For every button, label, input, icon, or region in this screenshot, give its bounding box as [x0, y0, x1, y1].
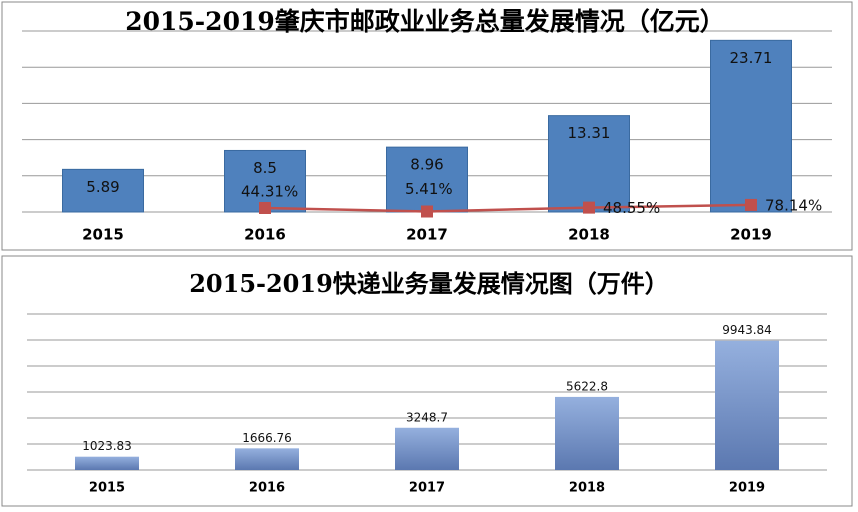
x-tick-label: 2019: [729, 481, 765, 496]
x-tick-label: 2019: [730, 226, 772, 244]
data-label: 78.14%: [765, 196, 822, 214]
data-label: 8.5: [253, 159, 277, 177]
data-label: 1023.83: [82, 439, 132, 453]
data-label: 5.41%: [405, 180, 453, 198]
bar: [224, 149, 306, 213]
bar: [395, 427, 459, 470]
bar: [715, 340, 779, 470]
data-label: 9943.84: [722, 323, 772, 337]
bar: [710, 39, 792, 213]
bar: [75, 456, 139, 470]
line-marker: [583, 201, 595, 214]
data-label: 5622.8: [566, 379, 608, 393]
x-tick-label: 2017: [406, 226, 448, 244]
bar: [548, 115, 630, 213]
data-label: 1666.76: [242, 431, 292, 445]
x-tick-label: 2015: [82, 226, 124, 244]
data-label: 5.89: [86, 178, 119, 196]
data-label: 3248.7: [406, 410, 448, 424]
line-marker: [259, 201, 271, 214]
x-tick-label: 2015: [89, 481, 125, 496]
data-label: 48.55%: [603, 199, 660, 217]
data-label: 13.31: [568, 124, 611, 142]
x-tick-label: 2018: [568, 226, 610, 244]
chart-title: 2015-2019快递业务量发展情况图（万件）: [189, 269, 669, 298]
x-tick-label: 2016: [244, 226, 286, 244]
bar: [235, 448, 299, 470]
line-marker: [745, 198, 757, 211]
chart-frame: [1, 255, 853, 507]
data-label: 44.31%: [241, 182, 298, 200]
data-label: 23.71: [730, 49, 773, 67]
chart-frame: [1, 1, 853, 251]
x-tick-label: 2016: [249, 481, 285, 496]
data-label: 8.96: [410, 156, 443, 174]
x-tick-label: 2017: [409, 481, 445, 496]
line: [264, 203, 752, 213]
bar: [555, 396, 619, 470]
x-tick-label: 2018: [569, 481, 605, 496]
line-marker: [421, 205, 433, 218]
chart-title: 2015-2019肇庆市邮政业业务总量发展情况（亿元）: [125, 7, 725, 36]
bar: [62, 168, 144, 213]
